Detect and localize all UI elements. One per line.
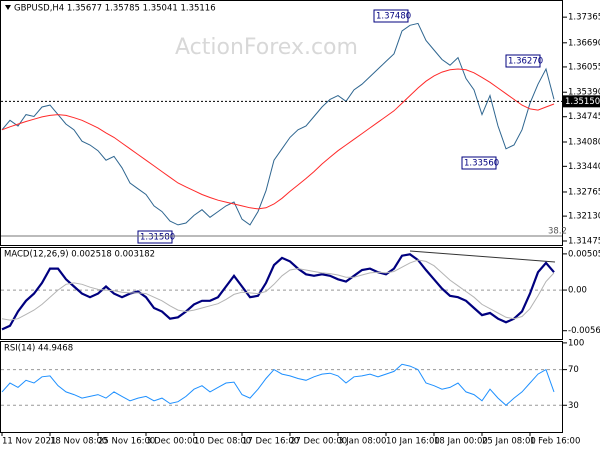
- annotation-box: [505, 54, 541, 68]
- x-tick-label: 17 Dec 16:00: [242, 437, 299, 447]
- current-price-box: [563, 95, 600, 108]
- y-tick-label: 70: [568, 365, 579, 375]
- annotation: 1.33560: [464, 159, 499, 169]
- y-tick-label: 1.37365: [568, 13, 600, 23]
- annotation: 1.31580: [140, 233, 175, 243]
- y-tick-label: 30: [568, 401, 579, 411]
- chart-title: GBPUSD,H4 1.35677 1.35785 1.35041 1.3511…: [14, 4, 216, 14]
- x-tick-label: 18 Jan 00:00: [434, 437, 488, 447]
- symbol-icon: [5, 5, 11, 10]
- y-tick-label: 1.32765: [568, 187, 600, 197]
- x-tick-label: 3 Dec 00:00: [146, 437, 198, 447]
- x-tick-label: 18 Nov 08:00: [50, 437, 107, 447]
- x-tick-label: 25 Jan 08:00: [482, 437, 536, 447]
- y-tick-label: 0.00: [568, 286, 587, 296]
- watermark: ActionForex.com: [175, 35, 358, 60]
- macd-trendline: [409, 250, 556, 263]
- x-tick-label: 1 Feb 16:00: [530, 437, 580, 447]
- x-tick-label: 10 Jan 16:00: [386, 437, 440, 447]
- y-tick-label: 1.31475: [568, 237, 600, 247]
- y-tick-label: 1.34745: [568, 112, 600, 122]
- y-tick-label: 0.005058: [568, 249, 600, 259]
- x-tick-label: 25 Nov 16:00: [98, 437, 155, 447]
- annotation-box: [373, 9, 409, 23]
- y-tick-label: 1.35390: [568, 88, 600, 98]
- x-tick-label: 3 Jan 08:00: [338, 437, 386, 447]
- annotation: 1.36270: [508, 57, 543, 67]
- rsi-title: RSI(14) 44.9468: [4, 344, 73, 354]
- annotation-box: [461, 156, 497, 170]
- y-tick-label: 1.33440: [568, 162, 600, 172]
- annotation: 38.2: [548, 227, 567, 237]
- series-line: [1, 363, 555, 406]
- series-line: [1, 259, 555, 321]
- y-tick-label: 100: [568, 338, 584, 348]
- y-tick-label: 1.32130: [568, 212, 600, 222]
- y-tick-label: 1.34080: [568, 138, 600, 148]
- annotation-box: [137, 230, 173, 244]
- macd-panel: [0, 247, 563, 340]
- x-tick-label: 10 Dec 08:00: [194, 437, 251, 447]
- series-line: [1, 68, 555, 210]
- series-line: [1, 253, 555, 331]
- x-tick-label: 27 Dec 00:00: [290, 437, 347, 447]
- current-price-label: 1.35150: [565, 97, 600, 107]
- macd-title: MACD(12,26,9) 0.002518 0.003182: [4, 250, 155, 260]
- x-tick-label: 11 Nov 2021: [2, 437, 56, 447]
- y-tick-label: -0.005682: [568, 326, 600, 336]
- y-tick-label: 1.36690: [568, 38, 600, 48]
- annotation: 1.37480: [376, 12, 411, 22]
- series-line: [1, 22, 555, 226]
- y-tick-label: 1.36055: [568, 62, 600, 72]
- rsi-panel: [0, 341, 563, 433]
- price-panel: [0, 0, 563, 246]
